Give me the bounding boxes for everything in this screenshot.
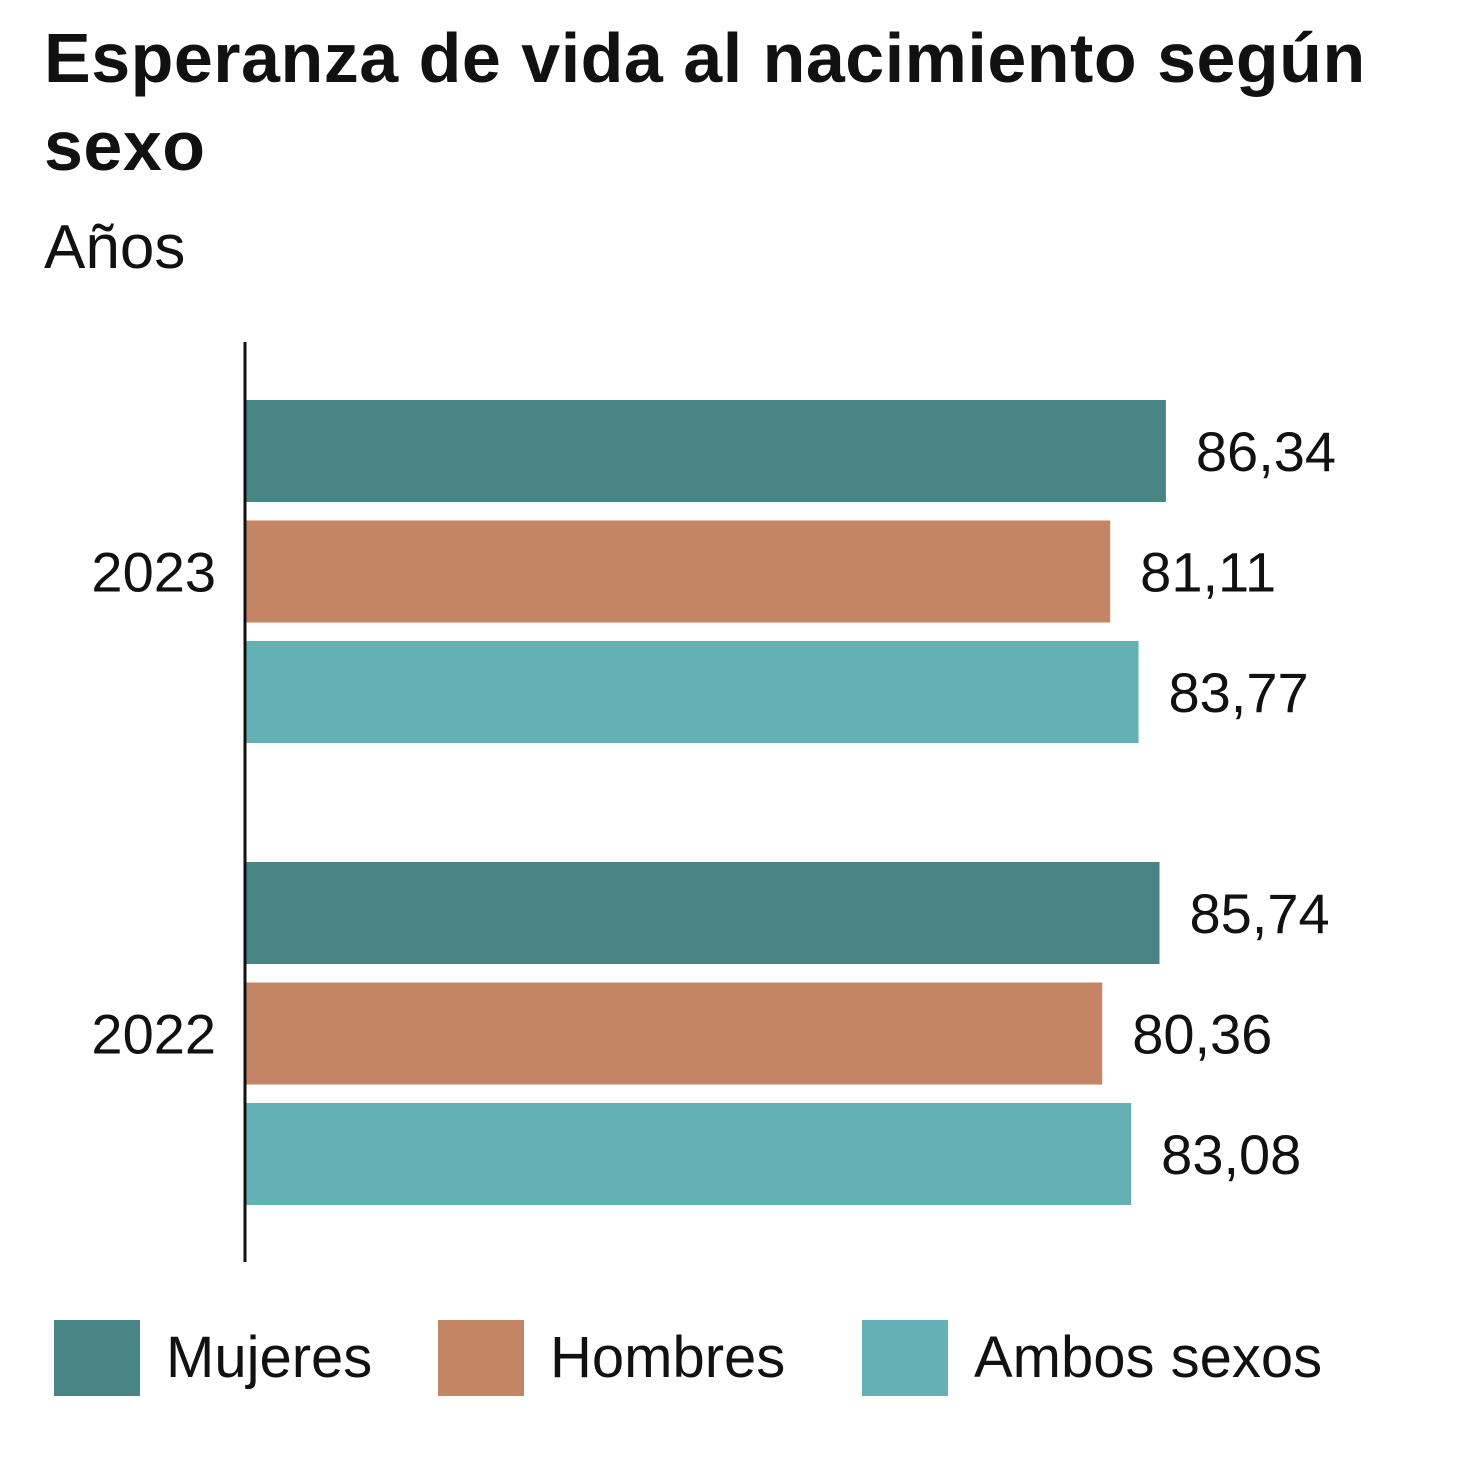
legend-item: Mujeres [54, 1320, 372, 1396]
chart-title: Esperanza de vida al nacimiento según se… [44, 19, 1366, 185]
category-label: 2023 [91, 541, 216, 604]
chart-subtitle: Años [44, 213, 186, 282]
legend-swatch [54, 1320, 140, 1396]
legend-item: Ambos sexos [862, 1320, 1322, 1396]
legend-swatch [438, 1320, 524, 1396]
bars-layer: 86,34 81,11 83,77 2023 85,74 80,36 83,08 2022 [91, 400, 1336, 1205]
legend-label: Ambos sexos [974, 1325, 1323, 1390]
data-label: 83,77 [1169, 661, 1309, 724]
legend-item: Hombres [438, 1320, 785, 1396]
bar-2022-hombres [246, 982, 1103, 1085]
legend-swatch [862, 1320, 948, 1396]
bar-2022-mujeres [246, 862, 1160, 964]
data-label: 80,36 [1132, 1003, 1272, 1066]
bar-2023-mujeres [246, 400, 1166, 502]
data-label: 83,08 [1161, 1123, 1301, 1186]
data-label: 86,34 [1196, 420, 1336, 483]
bar-2023-ambos-sexos [246, 641, 1139, 743]
data-label: 85,74 [1190, 882, 1330, 945]
category-label: 2022 [91, 1003, 216, 1066]
legend-label: Mujeres [166, 1325, 373, 1390]
legend-label: Hombres [550, 1325, 786, 1390]
data-label: 81,11 [1140, 541, 1276, 604]
bar-2023-hombres [246, 520, 1111, 623]
bar-2022-ambos-sexos [246, 1103, 1132, 1205]
